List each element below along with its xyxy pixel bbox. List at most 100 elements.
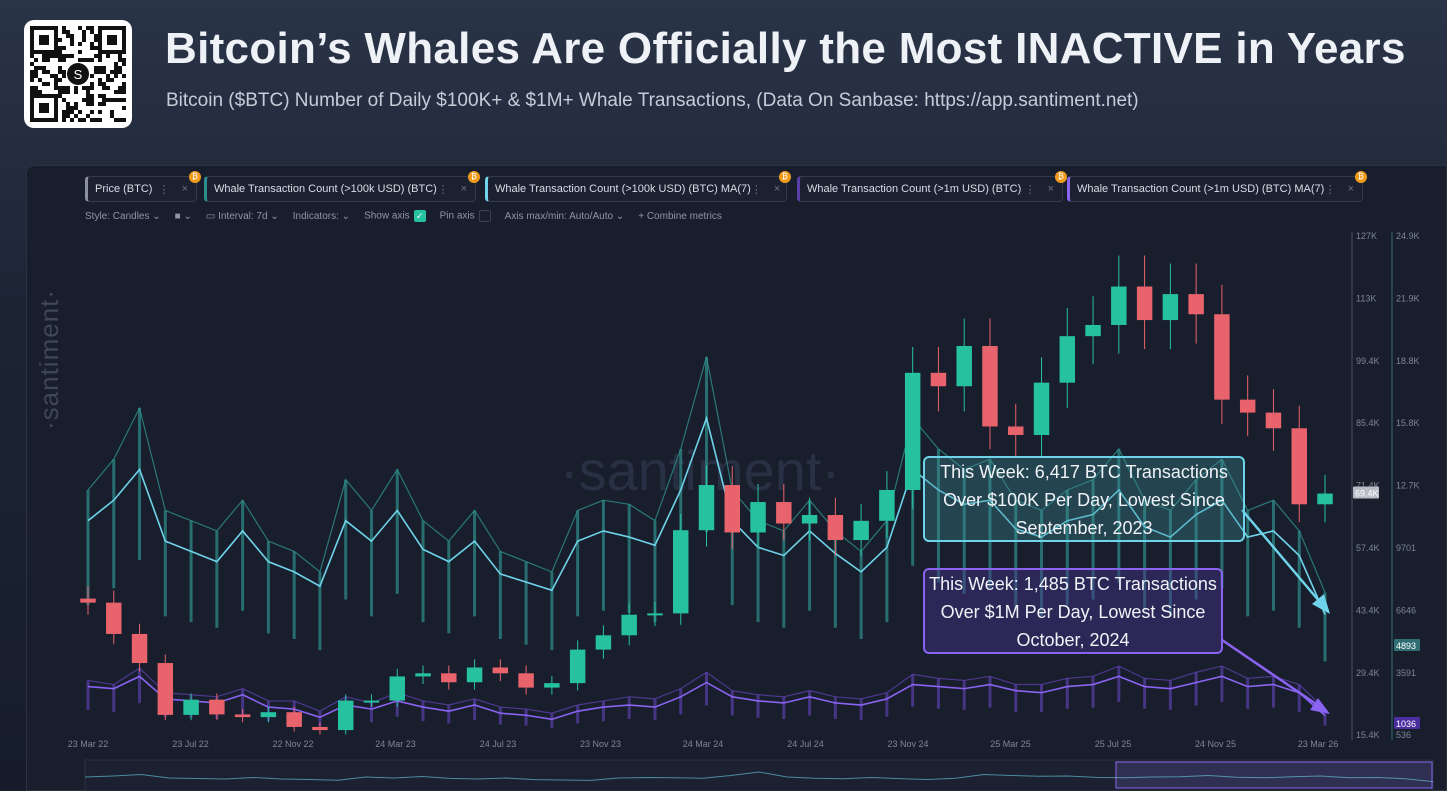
price-candle bbox=[853, 520, 869, 541]
price-tick-label: 99.4K bbox=[1356, 356, 1380, 366]
more-icon[interactable]: ⋮ bbox=[1324, 183, 1336, 196]
count-tick-label: 3591 bbox=[1396, 668, 1416, 678]
count-tick-label: 15.8K bbox=[1396, 418, 1420, 428]
current-100k-badge: 4893 bbox=[1396, 641, 1416, 651]
price-candle bbox=[415, 673, 431, 677]
price-candle bbox=[337, 700, 354, 731]
price-candle bbox=[647, 613, 663, 616]
show-axis-toggle[interactable]: Show axis ✓ bbox=[364, 210, 426, 222]
price-tick-label: 85.4K bbox=[1356, 418, 1380, 428]
page-subtitle: Bitcoin ($BTC) Number of Daily $100K+ & … bbox=[166, 90, 1139, 111]
combine-metrics-button[interactable]: + Combine metrics bbox=[638, 210, 722, 222]
show-axis-checkbox[interactable]: ✓ bbox=[413, 210, 426, 222]
close-icon[interactable]: × bbox=[181, 183, 188, 195]
price-candle bbox=[1214, 314, 1230, 400]
price-candle bbox=[724, 485, 741, 533]
price-candle bbox=[1239, 399, 1256, 413]
price-tick-label: 29.4K bbox=[1356, 668, 1380, 678]
chart-toolbar: Style: Candles ⌄ ■ ⌄ ▭ Interval: 7d ⌄ In… bbox=[85, 210, 722, 222]
price-candle bbox=[441, 673, 457, 683]
price-candle bbox=[1059, 336, 1076, 383]
metric-tab[interactable]: Whale Transaction Count (>100k USD) (BTC… bbox=[204, 171, 480, 202]
metric-label: Whale Transaction Count (>100k USD) (BTC… bbox=[495, 183, 751, 195]
current-price-badge-bg bbox=[1353, 486, 1379, 499]
x-tick-label: 24 Mar 23 bbox=[375, 739, 416, 749]
bitcoin-icon: ₿ bbox=[1055, 171, 1067, 183]
price-candle bbox=[260, 712, 277, 718]
metric-tab[interactable]: Whale Transaction Count (>100k USD) (BTC… bbox=[485, 171, 791, 202]
price-tick-label: 15.4K bbox=[1356, 730, 1380, 740]
bitcoin-icon: ₿ bbox=[779, 171, 791, 183]
price-candle bbox=[1188, 294, 1204, 315]
price-candle bbox=[621, 614, 637, 636]
current-price-badge: 69.4K bbox=[1355, 489, 1379, 499]
metric-tab[interactable]: Price (BTC) ⋮ × ₿ bbox=[85, 171, 201, 202]
interval-dropdown[interactable]: ▭ Interval: 7d ⌄ bbox=[205, 210, 279, 222]
price-candle bbox=[234, 714, 251, 718]
price-candle bbox=[1317, 493, 1333, 505]
price-candle bbox=[827, 515, 844, 541]
price-candle bbox=[209, 699, 225, 715]
count-tick-label: 536 bbox=[1396, 730, 1411, 740]
color-dropdown[interactable]: ■ ⌄ bbox=[174, 210, 192, 222]
annotation-1m: This Week: 1,485 BTC Transactions Over $… bbox=[923, 568, 1223, 654]
more-icon[interactable]: ⋮ bbox=[158, 183, 170, 196]
close-icon[interactable]: × bbox=[460, 183, 467, 195]
navigator-selection bbox=[1115, 761, 1433, 789]
count-tick-label: 12.7K bbox=[1396, 481, 1420, 491]
more-icon[interactable]: ⋮ bbox=[750, 183, 762, 196]
price-candle bbox=[157, 663, 174, 715]
series-line-raw bbox=[87, 356, 1326, 593]
annotation-arrow-100k bbox=[1241, 509, 1326, 609]
price-candle bbox=[544, 683, 560, 688]
price-tick-label: 57.4K bbox=[1356, 543, 1380, 553]
price-tick-label: 113K bbox=[1356, 293, 1376, 303]
x-tick-label: 23 Nov 24 bbox=[887, 739, 928, 749]
price-candle bbox=[879, 489, 895, 521]
count-tick-label: 24.9K bbox=[1396, 231, 1420, 241]
style-dropdown[interactable]: Style: Candles ⌄ bbox=[85, 210, 161, 222]
price-candle bbox=[1136, 286, 1153, 321]
metric-label: Price (BTC) bbox=[95, 183, 153, 195]
page-title: Bitcoin’s Whales Are Officially the Most… bbox=[165, 24, 1406, 73]
arrow-head-icon bbox=[1310, 698, 1330, 714]
price-candle bbox=[518, 673, 534, 688]
x-tick-label: 24 Jul 24 bbox=[787, 739, 824, 749]
indicators-dropdown[interactable]: Indicators: ⌄ bbox=[292, 210, 351, 222]
svg-text:S: S bbox=[74, 67, 83, 82]
price-candle bbox=[1008, 426, 1024, 435]
close-icon[interactable]: × bbox=[1347, 183, 1354, 195]
close-icon[interactable]: × bbox=[773, 183, 781, 195]
pin-axis-toggle[interactable]: Pin axis bbox=[440, 210, 491, 222]
price-candle bbox=[672, 530, 689, 614]
price-tick-label: 71.4K bbox=[1356, 481, 1380, 491]
close-icon[interactable]: × bbox=[1047, 183, 1054, 195]
price-candle bbox=[1291, 428, 1307, 505]
current-100k-badge-bg bbox=[1394, 639, 1420, 651]
navigator-line bbox=[84, 771, 1434, 783]
price-tick-label: 43.4K bbox=[1356, 605, 1380, 615]
count-tick-label: 9701 bbox=[1396, 543, 1416, 553]
current-1m-badge: 1036 bbox=[1396, 719, 1416, 729]
series-line-raw bbox=[87, 665, 1326, 714]
metric-tab[interactable]: Whale Transaction Count (>1m USD) (BTC) ⋮… bbox=[797, 171, 1067, 202]
more-icon[interactable]: ⋮ bbox=[1024, 183, 1036, 196]
axis-minmax-dropdown[interactable]: Axis max/min: Auto/Auto ⌄ bbox=[504, 210, 625, 222]
more-icon[interactable]: ⋮ bbox=[437, 183, 449, 196]
pin-axis-checkbox[interactable] bbox=[478, 210, 491, 222]
price-candle bbox=[183, 699, 199, 715]
price-candle bbox=[982, 345, 998, 427]
price-candle bbox=[1033, 382, 1050, 435]
x-tick-label: 23 Mar 26 bbox=[1298, 739, 1339, 749]
metric-tab[interactable]: Whale Transaction Count (>1m USD) (BTC) … bbox=[1067, 171, 1367, 202]
price-candle bbox=[131, 633, 148, 664]
price-candle bbox=[1111, 286, 1127, 325]
price-tick-label: 127K bbox=[1356, 231, 1377, 241]
price-candle bbox=[466, 667, 483, 683]
annotation-100k: This Week: 6,417 BTC Transactions Over $… bbox=[923, 456, 1245, 542]
price-candle bbox=[698, 485, 715, 531]
x-tick-label: 23 Mar 22 bbox=[68, 739, 109, 749]
current-1m-badge-bg bbox=[1394, 717, 1420, 729]
bitcoin-icon: ₿ bbox=[1355, 171, 1367, 183]
price-candle bbox=[569, 649, 586, 684]
